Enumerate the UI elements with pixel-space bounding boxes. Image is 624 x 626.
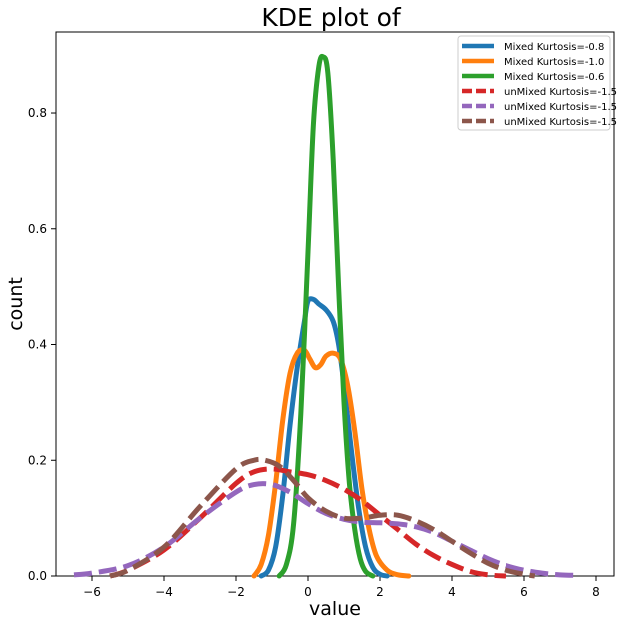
- y-axis-ticks: 0.0 0.2 0.4 0.6 0.8: [28, 106, 56, 583]
- chart-title: KDE plot of: [261, 3, 402, 32]
- y-tick-label: 0.0: [28, 569, 47, 583]
- legend-label-1: Mixed Kurtosis=-0.8: [504, 42, 604, 53]
- x-axis-label: value: [309, 598, 361, 620]
- x-tick-label: 8: [592, 585, 600, 599]
- y-tick-label: 0.8: [28, 106, 47, 120]
- x-tick-label: 4: [448, 585, 456, 599]
- series-line-4: [109, 466, 507, 579]
- legend-label-3: Mixed Kurtosis=-0.6: [504, 72, 604, 83]
- legend-label-4: unMixed Kurtosis=-1.5: [504, 87, 617, 98]
- y-tick-label: 0.4: [28, 338, 47, 352]
- x-tick-label: −4: [155, 585, 173, 599]
- legend: Mixed Kurtosis=-0.8 Mixed Kurtosis=-1.0 Mi…: [457, 35, 617, 131]
- x-tick-label: 2: [376, 585, 384, 599]
- y-tick-label: 0.6: [28, 222, 47, 236]
- series-line-6: [109, 456, 536, 579]
- legend-items: Mixed Kurtosis=-0.8 Mixed Kurtosis=-1.0 Mi…: [462, 42, 617, 128]
- x-axis-ticks: −6 −4 −2 0 2 4 6 8: [83, 576, 600, 599]
- legend-label-2: Mixed Kurtosis=-1.0: [504, 57, 604, 68]
- series-line-3: [276, 54, 376, 579]
- x-tick-label: 0: [304, 585, 312, 599]
- legend-label-6: unMixed Kurtosis=-1.5: [504, 117, 617, 128]
- y-tick-label: 0.2: [28, 453, 47, 467]
- series-line-5: [73, 481, 579, 578]
- x-tick-label: −6: [83, 585, 101, 599]
- x-tick-label: 6: [520, 585, 528, 599]
- x-tick-label: −2: [227, 585, 245, 599]
- series-line-2: [251, 347, 412, 579]
- series-lines: [73, 54, 579, 579]
- y-axis-label: count: [5, 277, 27, 331]
- legend-box: [457, 35, 611, 131]
- legend-label-5: unMixed Kurtosis=-1.5: [504, 102, 617, 113]
